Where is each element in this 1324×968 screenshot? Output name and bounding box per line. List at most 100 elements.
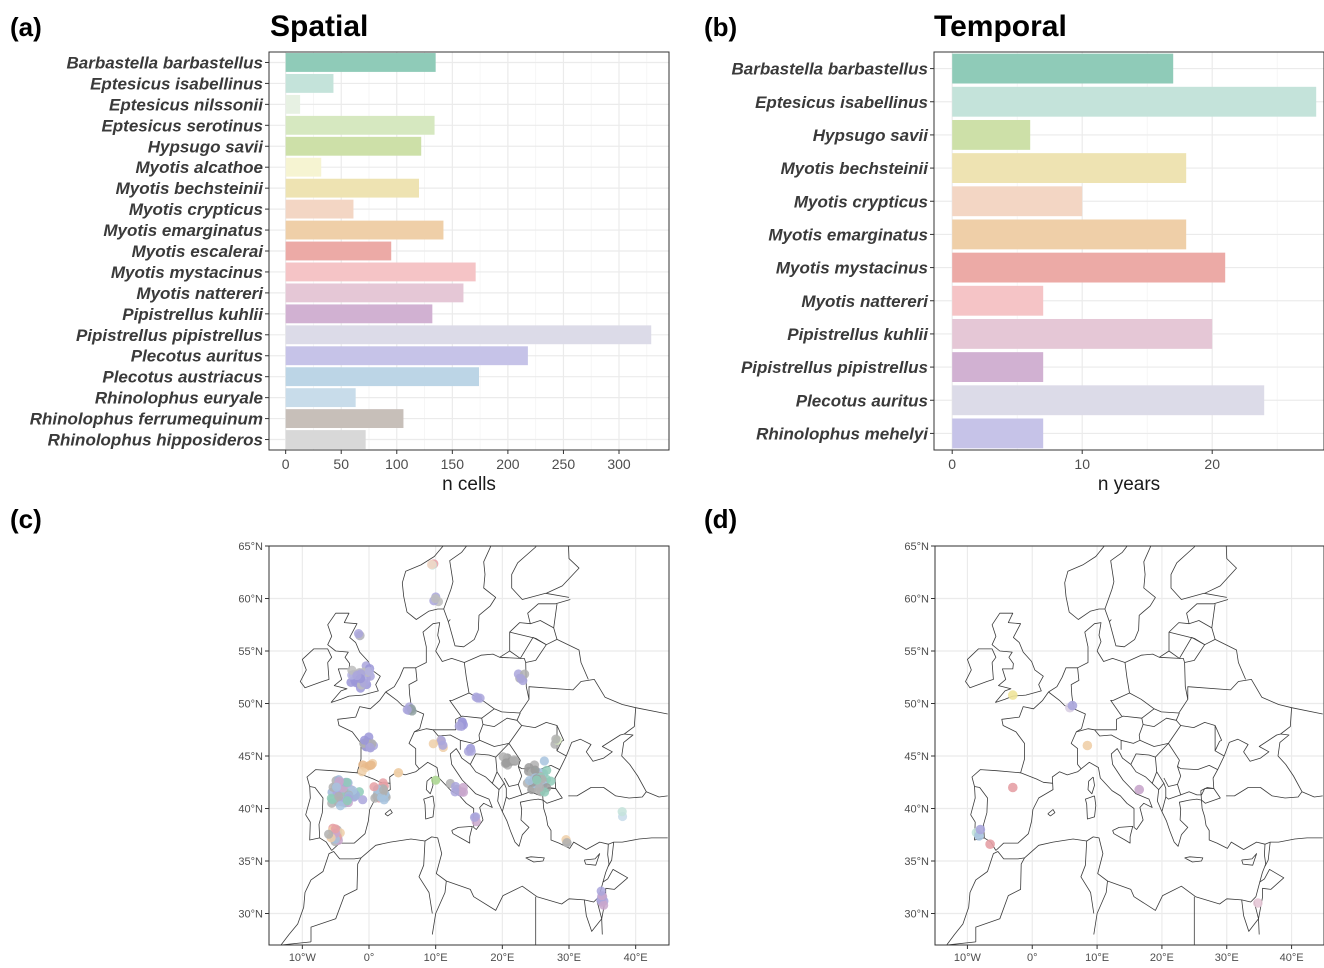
coastline-border <box>479 717 523 747</box>
bar-eptesicus-nilssonii <box>285 94 301 114</box>
coastline-border <box>496 771 505 784</box>
map-point <box>366 760 376 770</box>
bar-pipistrellus-kuhlii <box>952 318 1213 349</box>
coastline-border <box>448 619 451 622</box>
x-tick-label: 100 <box>385 456 409 472</box>
map-point <box>458 782 468 793</box>
coastline-border <box>1200 787 1214 791</box>
map-point <box>358 760 368 770</box>
coastline-border <box>1241 899 1259 932</box>
coastline-border <box>1080 840 1095 914</box>
category-label: Plecotus auritus <box>131 347 263 366</box>
bar-myotis-emarginatus <box>285 220 444 240</box>
coastline-border <box>1020 772 1054 784</box>
category-label: Myotis emarginatus <box>103 221 263 240</box>
bar-myotis-escalerai <box>285 241 392 261</box>
coastline-border <box>1085 795 1097 820</box>
map-point <box>534 782 545 793</box>
coastline-border <box>431 880 447 935</box>
coastline-border <box>530 620 554 629</box>
category-label: Rhinolophus mehelyi <box>756 424 929 443</box>
map-point <box>402 705 412 715</box>
coastline-border <box>1259 869 1285 890</box>
coastline-border <box>521 722 567 757</box>
map-point <box>539 756 549 766</box>
coastline-border <box>327 612 381 703</box>
bar-hypsugo-savii <box>285 136 422 156</box>
panel-b-title: Temporal <box>934 10 1067 43</box>
map-point <box>342 796 352 806</box>
category-label: Myotis emarginatus <box>768 225 928 244</box>
map-point <box>1008 782 1018 793</box>
bar-myotis-nattereri <box>952 285 1044 316</box>
coastline-border <box>1110 546 1128 590</box>
map-point <box>454 721 464 731</box>
coastline-border <box>1139 717 1182 747</box>
coastline-border <box>583 853 601 866</box>
map-point <box>471 692 481 702</box>
map-point <box>532 775 542 785</box>
coastline-border <box>1158 782 1167 797</box>
coastline-border <box>1188 620 1212 629</box>
latitude-tick-label: 40°N <box>904 804 929 816</box>
latitude-tick-label: 65°N <box>238 541 263 553</box>
category-label: Plecotus austriacus <box>102 368 263 387</box>
coastline-border <box>498 782 507 797</box>
category-label: Myotis bechsteinii <box>116 179 265 198</box>
coastline-border <box>970 599 1229 851</box>
coastline-border <box>481 708 495 719</box>
spatial-bar-chart: Barbastella barbastellus Eptesicus isabel… <box>30 51 670 495</box>
coastline-border <box>1048 691 1086 769</box>
category-label: Rhinolophus ferrumequinum <box>30 410 263 429</box>
category-label: Myotis escalerai <box>132 242 265 261</box>
category-label: Myotis nattereri <box>136 284 264 303</box>
category-label: Myotis bechsteinii <box>781 159 930 178</box>
map-point <box>430 594 441 604</box>
category-label: Plecotus auritus <box>796 391 928 410</box>
coastline-border <box>1187 679 1292 735</box>
map-point <box>469 812 480 822</box>
coastline-border <box>635 707 668 715</box>
map-point <box>562 838 572 848</box>
coastline-border <box>443 588 452 610</box>
panel-b-letter: (b) <box>704 12 737 42</box>
map-point <box>975 824 986 835</box>
x-tick-label: 0 <box>282 456 290 472</box>
coastline-border <box>1180 722 1225 757</box>
coastline-border <box>556 639 589 680</box>
coastline-border <box>1064 546 1156 648</box>
map-point <box>377 793 387 803</box>
latitude-tick-label: 35°N <box>238 856 263 868</box>
coastline-border <box>1200 790 1203 809</box>
coastline-border <box>1161 794 1181 812</box>
longitude-tick-label: 30°E <box>1215 952 1239 963</box>
temporal-bar-chart: Barbastella barbastellus Eptesicus isabel… <box>731 51 1324 495</box>
bar-rhinolophus-euryale <box>285 388 356 408</box>
coastline-border <box>1241 853 1257 866</box>
coastline-border <box>469 753 498 784</box>
coastline-border <box>305 599 571 851</box>
map-point <box>369 782 379 792</box>
coastline-border <box>1301 791 1323 798</box>
coastline-border <box>646 791 668 798</box>
bar-myotis-bechsteinii <box>952 153 1187 184</box>
map-point <box>501 758 511 768</box>
bar-eptesicus-isabellinus <box>285 73 334 93</box>
map-point <box>466 746 476 756</box>
x-tick-label: 0 <box>948 456 956 472</box>
category-label: Hypsugo savii <box>813 126 930 145</box>
coastline-border <box>525 856 545 863</box>
bar-barbastella-barbastellus <box>952 53 1174 84</box>
coastline-border <box>280 941 312 945</box>
coastline-border <box>1258 888 1263 935</box>
category-label: Myotis mystacinus <box>111 263 263 282</box>
coastline-border <box>408 667 418 709</box>
category-label: Barbastella barbastellus <box>731 60 928 79</box>
map-point <box>431 775 441 785</box>
map-point <box>428 739 438 749</box>
x-tick-label: 300 <box>607 456 631 472</box>
bar-barbastella-barbastellus <box>285 53 436 72</box>
coastline-border <box>1163 777 1178 787</box>
map-point <box>516 674 526 684</box>
coastline-border <box>401 546 497 648</box>
